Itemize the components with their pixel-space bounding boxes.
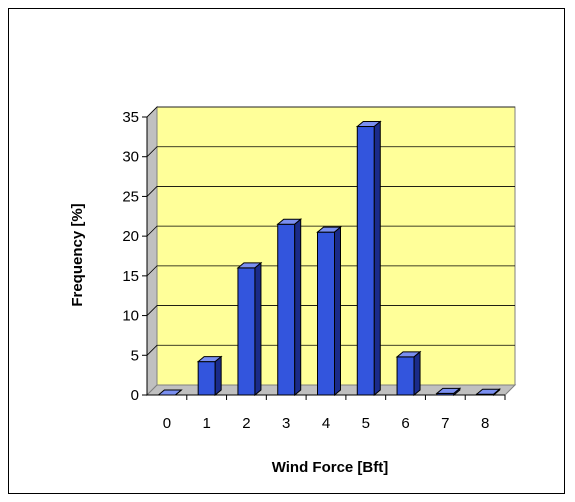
- y-tick-labels: 0 5 10 15 20 25 30 35: [122, 109, 139, 404]
- side-wall: [146, 105, 158, 397]
- y-tick-label: 35: [122, 109, 139, 126]
- bar-side: [294, 218, 302, 397]
- bar-side: [175, 389, 182, 396]
- bar: [196, 355, 223, 397]
- gridline: [146, 305, 515, 316]
- bar-side: [413, 350, 421, 397]
- y-tick-label: 30: [122, 149, 139, 166]
- bar-side: [373, 120, 381, 397]
- x-tick-label: 0: [163, 415, 171, 432]
- x-tick-label: 6: [401, 415, 409, 432]
- bar-side: [334, 226, 341, 397]
- y-tick-label: 20: [122, 228, 139, 245]
- x-tick-label: 2: [242, 415, 250, 432]
- y-tick-label: 0: [131, 387, 139, 404]
- bar-side: [453, 387, 461, 397]
- bar-side: [254, 261, 262, 397]
- bar-front: [237, 267, 256, 396]
- gridline: [146, 344, 515, 356]
- x-tick-label: 3: [282, 415, 290, 432]
- y-tick-label: 5: [131, 347, 139, 364]
- x-tick-label: 5: [362, 415, 370, 432]
- x-tick-label: 8: [481, 415, 489, 432]
- y-tick-label: 10: [122, 308, 139, 325]
- x-tick-label: 4: [322, 415, 330, 432]
- bar-front: [356, 126, 375, 396]
- bar-front: [317, 231, 335, 396]
- x-tick-label: 1: [202, 415, 210, 432]
- bar-front: [197, 361, 216, 396]
- bar: [236, 261, 263, 397]
- bar-side: [214, 355, 222, 397]
- bar: [157, 389, 183, 396]
- gridline: [146, 106, 515, 118]
- gridline: [146, 146, 515, 157]
- bar: [276, 218, 303, 397]
- gridline: [146, 225, 515, 237]
- bar-front: [396, 356, 415, 396]
- bar: [316, 226, 342, 397]
- y-tick-label: 15: [122, 268, 139, 285]
- x-axis-title: Wind Force [Bft]: [272, 459, 389, 476]
- bar: [355, 120, 382, 397]
- bar-front: [277, 223, 296, 396]
- bar: [435, 387, 462, 397]
- gridlines: [146, 106, 515, 356]
- bar: [475, 388, 501, 397]
- y-tick-label: 25: [122, 188, 139, 205]
- x-tick-labels: 0 1 2 3 4 5 6 7 8: [163, 415, 490, 432]
- bar: [395, 350, 422, 397]
- gridline: [146, 186, 515, 197]
- bars: [157, 120, 501, 397]
- gridline: [146, 265, 515, 277]
- x-tick-label: 7: [441, 415, 449, 432]
- bar-side: [493, 388, 501, 397]
- y-axis-title: Frequency [%]: [69, 203, 86, 306]
